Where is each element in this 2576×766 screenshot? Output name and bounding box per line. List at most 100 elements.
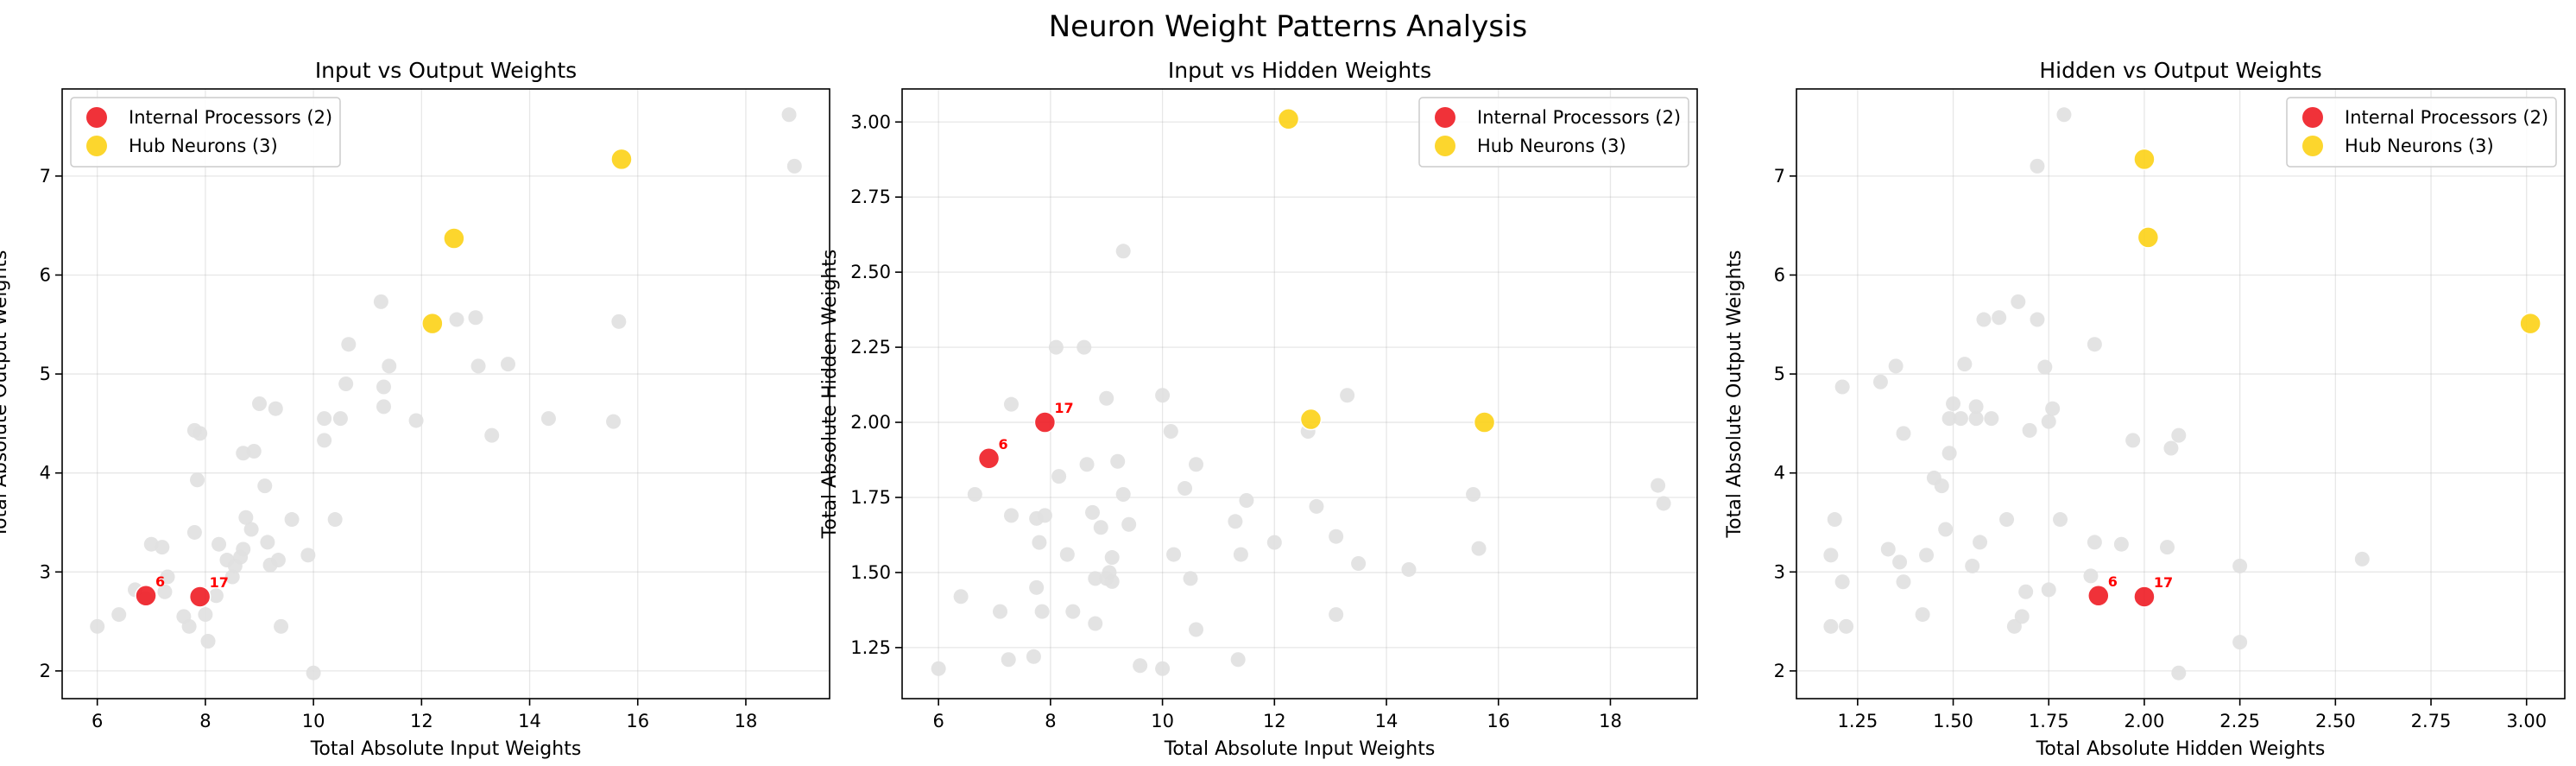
chart-2-ytick-label-7: 3.00 [850,111,891,132]
chart-3-background-point-38 [2041,414,2056,429]
chart-3-background-point-4 [1834,379,1850,395]
chart-2-background-point-28 [1110,453,1126,469]
chart-1: 6 17 6 8 10 12 14 16 18 2 3 4 5 6 7 Input vs Output Wei… [0,58,830,760]
chart-2-ytick-label-2: 1.75 [850,487,891,508]
chart-3-background-point-49 [2163,440,2179,456]
chart-3-background-point-37 [2037,359,2053,375]
chart-3-ytick-label-3: 5 [1774,364,1785,384]
chart-2-background-point-32 [1133,658,1148,674]
chart-1-hub-point-1 [443,227,465,250]
chart-3-background-point-39 [2045,401,2061,416]
chart-3-background-point-30 [2006,618,2022,634]
chart-3-background-point-10 [1896,426,1911,441]
chart-3-ylabel: Total Absolute Output Weights [1724,250,1746,538]
chart-2-xtick-label-2: 10 [1151,711,1174,731]
chart-2-background-point-27 [1104,550,1120,566]
chart-1-background-point-52 [500,357,515,372]
chart-2-background-point-29 [1115,244,1131,259]
chart-1-background-point-28 [257,478,273,494]
chart-1-background-point-10 [186,524,202,540]
chart-3-background-point-20 [1953,411,1968,427]
chart-1-point-label-1: 17 [210,574,229,591]
chart-2-background-point-7 [1026,649,1041,664]
chart-2-background-point-5 [1003,508,1019,523]
chart-3-background-point-31 [2011,294,2026,309]
chart-2-background-point-44 [1233,547,1248,562]
chart-2-background-point-41 [1228,514,1243,529]
chart-2-legend-marker-hub [1435,136,1455,156]
chart-3-background-point-52 [2232,558,2248,573]
chart-3-background-point-5 [1839,618,1854,634]
chart-3-background-point-44 [2087,535,2102,550]
chart-3-background-point-25 [1973,535,1988,550]
chart-1-internal-point-0 [135,585,157,607]
chart-2-background-point-53 [1466,487,1481,503]
chart-2-background-point-36 [1166,547,1182,562]
chart-2-background-point-12 [1034,604,1050,619]
chart-1-background-point-49 [468,310,483,326]
chart-2-xtick-label-5: 16 [1487,711,1510,731]
chart-3-hub-point-1 [2137,226,2160,249]
chart-1-legend-marker-internal [86,107,107,128]
chart-1-ytick-label-3: 5 [40,364,51,384]
chart-1-legend-label-hub: Hub Neurons (3) [129,136,278,156]
chart-1-internal-point-1 [188,586,212,608]
chart-3-background-point-8 [1888,358,1904,374]
chart-3-legend-marker-hub [2302,136,2323,156]
chart-2-point-label-0: 6 [999,436,1008,453]
chart-1-background-point-9 [181,618,197,634]
chart-1-background-point-38 [317,411,332,427]
chart-2-background-point-39 [1189,457,1204,472]
chart-2-background-point-3 [993,604,1008,619]
chart-2-background-point-1 [953,589,969,605]
chart-1-xtick-label-3: 12 [410,711,433,731]
chart-2-background-point-14 [1051,469,1067,484]
chart-2-ylabel: Total Absolute Hidden Weights [819,250,841,540]
chart-1-background-point-35 [300,548,316,563]
chart-2-point-label-1: 17 [1054,400,1073,416]
chart-1-background-point-32 [274,618,289,634]
chart-3-legend-marker-internal [2302,107,2323,128]
chart-1-background-point-42 [341,337,357,352]
chart-2-background-point-4 [1003,396,1019,412]
chart-2-background-point-33 [1155,388,1171,403]
chart-2-legend-box [1418,97,1689,168]
chart-1-background-point-34 [284,512,300,528]
chart-2-background-point-11 [1037,508,1052,523]
chart-1-background-point-48 [449,312,464,327]
chart-2-background-point-22 [1093,520,1108,535]
chart-1-background-point-6 [160,569,175,585]
chart-3-background-point-47 [2125,433,2141,448]
chart-1-background-point-0 [90,618,105,634]
chart-2-background-point-37 [1178,481,1193,497]
chart-3-background-point-17 [1941,446,1957,461]
chart-2-background-point-16 [1065,604,1081,619]
chart-1-background-point-7 [157,584,173,599]
chart-3-legend: Internal Processors (2) Hub Neurons (3) [2286,97,2557,168]
chart-3-background-point-9 [1892,554,1908,570]
chart-1-legend-marker-hub [86,136,107,156]
chart-3-xtick-label-6: 2.75 [2411,711,2452,731]
chart-3-xtick-label-0: 1.25 [1837,711,1878,731]
chart-1-background-point-50 [470,358,486,374]
chart-2-legend-label-internal: Internal Processors (2) [1477,107,1681,128]
chart-2: 6 17 6 8 10 12 14 16 18 1.25 1.50 1.75 2.00 2.25 2.50 2… [819,58,1698,760]
chart-3-background-point-40 [2041,582,2056,598]
chart-2-background-point-52 [1401,561,1417,577]
chart-3-background-point-43 [2087,337,2102,352]
chart-1-xtick-label-1: 8 [199,711,211,731]
chart-2-background-point-15 [1059,547,1075,562]
chart-3-background-point-34 [2022,422,2037,438]
chart-2-ytick-label-3: 2.00 [850,412,891,433]
chart-3-point-label-1: 17 [2154,574,2173,591]
chart-3-ytick-label-2: 4 [1774,463,1785,484]
chart-1-background-point-45 [376,379,392,395]
chart-2-xtick-label-1: 8 [1045,711,1056,731]
chart-3-background-point-26 [1976,312,1992,327]
chart-3-background-point-42 [2056,107,2072,123]
chart-3-hub-point-2 [2519,312,2541,335]
chart-3-background-point-16 [1938,522,1954,537]
chart-2-background-point-31 [1121,516,1137,532]
chart-3-xtick-label-2: 1.75 [2029,711,2069,731]
chart-3-background-point-6 [1872,374,1888,389]
